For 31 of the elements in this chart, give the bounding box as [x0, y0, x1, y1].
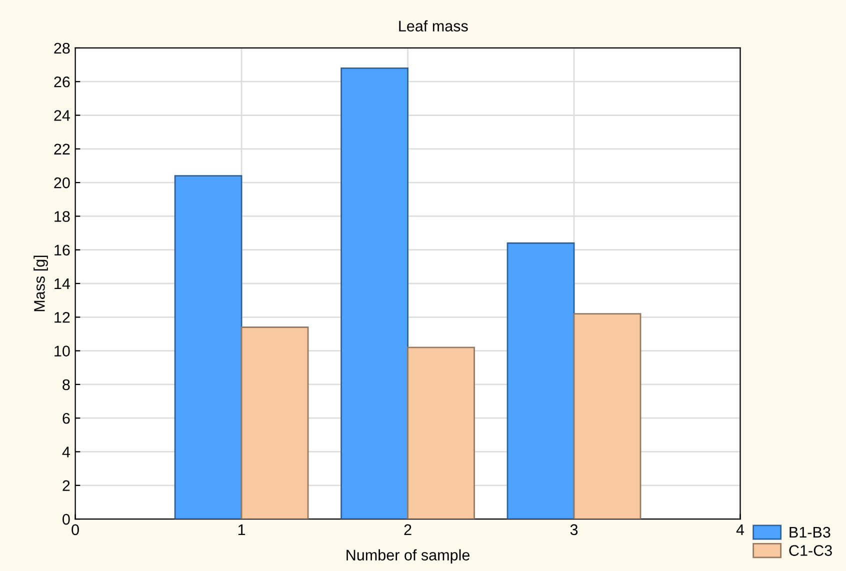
- y-tick-label: 4: [62, 446, 70, 458]
- y-tick-label: 14: [54, 278, 70, 290]
- x-tick-label: 2: [404, 524, 412, 535]
- y-tick-label: 12: [54, 312, 70, 323]
- y-tick-label: 18: [54, 211, 70, 222]
- y-tick-label: 20: [54, 177, 70, 188]
- y-tick-label: 26: [54, 76, 70, 88]
- x-tick-label: 0: [72, 524, 79, 536]
- x-tick-label: 4: [736, 524, 744, 535]
- bar: [407, 346, 475, 520]
- chart-title: Leaf mass: [399, 20, 468, 32]
- y-tick-label: 6: [62, 412, 70, 424]
- y-tick-label: 24: [54, 110, 70, 121]
- bar: [174, 175, 242, 520]
- x-axis-title: Number of sample: [346, 549, 470, 564]
- bar: [573, 313, 642, 520]
- y-tick-label: 8: [62, 379, 70, 390]
- y-tick-label: 16: [54, 244, 70, 256]
- bar: [340, 67, 408, 520]
- x-tick-label: 1: [238, 524, 246, 535]
- y-tick-label: 28: [54, 42, 70, 54]
- y-axis-title: Mass [g]: [34, 256, 48, 312]
- bar: [240, 326, 309, 520]
- legend-label: B1-B3: [790, 526, 830, 538]
- y-tick-label: 2: [62, 480, 70, 491]
- bar: [506, 242, 575, 520]
- x-tick-label: 3: [570, 524, 578, 536]
- y-tick-label: 0: [62, 514, 70, 525]
- y-tick-label: 22: [54, 144, 70, 154]
- legend-label: C1-C3: [789, 545, 832, 556]
- y-tick-label: 10: [54, 346, 70, 356]
